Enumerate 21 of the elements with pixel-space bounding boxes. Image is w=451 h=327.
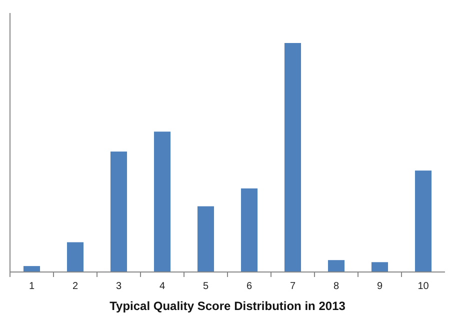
bar bbox=[110, 152, 128, 272]
bar bbox=[197, 206, 214, 272]
x-tick-label: 5 bbox=[202, 281, 209, 292]
bar bbox=[154, 132, 171, 272]
bar bbox=[371, 262, 388, 272]
bar bbox=[240, 188, 258, 272]
x-tick-label: 2 bbox=[72, 281, 78, 292]
x-tick-label: 7 bbox=[290, 281, 296, 292]
bar bbox=[414, 170, 432, 272]
x-tick-label: 9 bbox=[376, 281, 383, 292]
x-tick-label: 4 bbox=[159, 281, 166, 292]
x-tick-label: 6 bbox=[246, 281, 252, 292]
bar bbox=[284, 43, 302, 272]
x-tick-label: 1 bbox=[28, 281, 35, 292]
bar bbox=[23, 266, 40, 272]
x-tick-label: 8 bbox=[333, 281, 340, 292]
bar bbox=[66, 242, 84, 272]
bar bbox=[328, 260, 345, 272]
x-tick-label: 3 bbox=[116, 281, 122, 292]
x-axis-title: Typical Quality Score Distribution in 2013 bbox=[110, 299, 346, 313]
x-tick-label: 10 bbox=[418, 281, 430, 292]
